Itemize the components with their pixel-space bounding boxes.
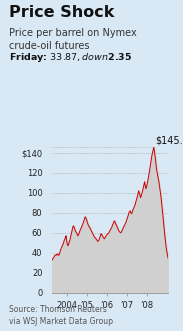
Text: Price Shock: Price Shock: [9, 5, 115, 20]
Text: Source: Thomson Reuters
via WSJ Market Data Group: Source: Thomson Reuters via WSJ Market D…: [9, 305, 113, 326]
Text: Friday: $33.87, down $2.35: Friday: $33.87, down $2.35: [9, 51, 132, 64]
Text: $145.29: $145.29: [155, 135, 183, 145]
Text: Price per barrel on Nymex
crude-oil futures: Price per barrel on Nymex crude-oil futu…: [9, 28, 137, 51]
